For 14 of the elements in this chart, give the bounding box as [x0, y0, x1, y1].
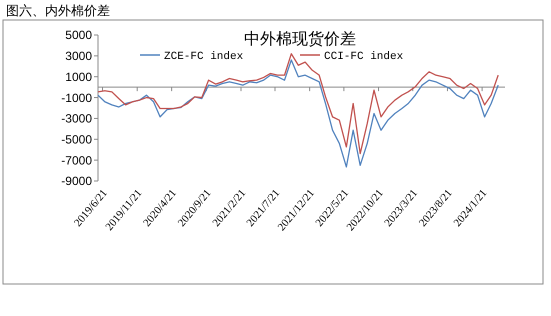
y-tick-label: 3000 [65, 49, 92, 64]
y-tick-label: -7000 [61, 153, 92, 168]
legend-label: CCI-FC index [324, 50, 404, 63]
line-series [97, 59, 499, 168]
chart-title: 中外棉现货价差 [244, 29, 356, 48]
y-tick-label: -5000 [61, 132, 92, 146]
legend-label: ZCE-FC index [164, 50, 244, 63]
y-tick-label: -1000 [61, 90, 92, 105]
line-series [97, 53, 499, 154]
y-tick-label: -3000 [61, 112, 92, 126]
y-tick-label: -9000 [61, 174, 92, 188]
y-tick-label: 5000 [65, 28, 92, 42]
y-tick-label: 1000 [65, 70, 92, 84]
chart-subtitle: 图六、内外棉价差 [6, 4, 110, 19]
